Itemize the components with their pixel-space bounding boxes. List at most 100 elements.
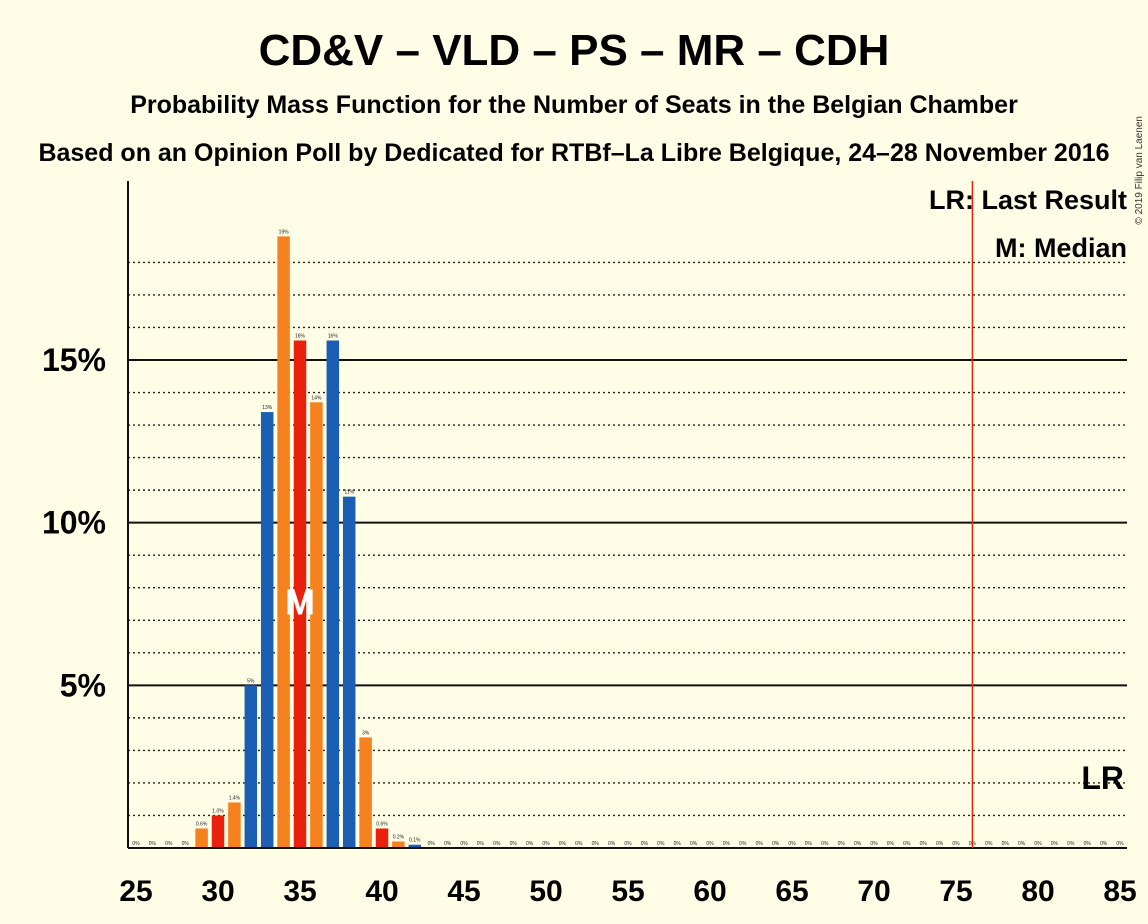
- bar-label-85: 0%: [1116, 841, 1124, 847]
- bar-label-34: 19%: [279, 229, 290, 235]
- y-tick-label: 10%: [42, 505, 106, 541]
- bar-label-79: 0%: [1018, 841, 1026, 847]
- bar-label-26: 0%: [149, 841, 157, 847]
- x-tick-label: 50: [529, 875, 562, 908]
- bar-label-72: 0%: [903, 841, 911, 847]
- bar-label-60: 0%: [706, 841, 714, 847]
- bar-37: [326, 340, 340, 848]
- legend-last-result: LR: Last Result: [929, 185, 1127, 215]
- bar-label-61: 0%: [723, 841, 731, 847]
- bar-29: [195, 828, 208, 848]
- bar-label-30: 1.0%: [212, 808, 224, 814]
- bar-label-78: 0%: [1002, 841, 1010, 847]
- bar-label-53: 0%: [592, 841, 600, 847]
- bar-label-54: 0%: [608, 841, 616, 847]
- bar-labels: 0% 0% 0% 0% 0.6% 1.0% 1.4% 5% 13% 19% 16% 14% 16% 11%…: [132, 229, 1124, 847]
- bar-label-46: 0%: [477, 841, 485, 847]
- bar-label-67: 0%: [821, 841, 829, 847]
- bar-label-43: 0%: [428, 841, 436, 847]
- bar-label-25: 0%: [132, 841, 140, 847]
- x-tick-label: 70: [857, 875, 890, 908]
- bar-label-49: 0%: [526, 841, 534, 847]
- bar-label-71: 0%: [887, 841, 895, 847]
- chart-subtitle-source: Based on an Opinion Poll by Dedicated fo…: [38, 139, 1109, 167]
- bar-42: [408, 844, 422, 848]
- bar-label-50: 0%: [542, 841, 550, 847]
- bar-label-40: 0.6%: [376, 821, 388, 827]
- bar-label-42: 0.1%: [409, 838, 421, 844]
- bar-label-44: 0%: [444, 841, 452, 847]
- bar-label-57: 0%: [657, 841, 665, 847]
- bar-label-63: 0%: [756, 841, 764, 847]
- bar-33: [260, 412, 274, 848]
- x-tick-label: 55: [611, 875, 644, 908]
- bar-label-29: 0.6%: [196, 821, 208, 827]
- bar-label-52: 0%: [575, 841, 583, 847]
- bar-41: [392, 841, 405, 848]
- bar-label-77: 0%: [985, 841, 993, 847]
- bar-label-59: 0%: [690, 841, 698, 847]
- bar-label-41: 0.2%: [393, 834, 405, 840]
- last-result-marker: LR: [1081, 760, 1124, 796]
- median-marker: M: [285, 582, 315, 623]
- bar-label-74: 0%: [936, 841, 944, 847]
- x-tick-label: 85: [1103, 875, 1136, 908]
- bar-label-82: 0%: [1067, 841, 1075, 847]
- chart-subtitle: Probability Mass Function for the Number…: [130, 91, 1018, 119]
- bar-label-65: 0%: [788, 841, 796, 847]
- copyright-note: © 2019 Filip van Laenen: [1134, 116, 1145, 225]
- bar-label-70: 0%: [870, 841, 878, 847]
- bar-label-84: 0%: [1100, 841, 1108, 847]
- bar-label-62: 0%: [739, 841, 747, 847]
- x-tick-label: 40: [365, 875, 398, 908]
- x-tick-labels: 25 30 35 40 45 50 55 60 65 70 75 80 85: [119, 875, 1136, 908]
- bar-label-55: 0%: [624, 841, 632, 847]
- bar-label-38: 11%: [344, 490, 354, 496]
- x-tick-label: 25: [119, 875, 152, 908]
- bar-label-37: 16%: [328, 333, 339, 339]
- bar-label-48: 0%: [510, 841, 518, 847]
- bar-label-31: 1.4%: [229, 795, 241, 801]
- x-tick-label: 45: [447, 875, 480, 908]
- x-tick-label: 65: [775, 875, 808, 908]
- x-tick-label: 75: [939, 875, 972, 908]
- bar-35: [293, 340, 307, 848]
- chart-title: CD&V – VLD – PS – MR – CDH: [259, 26, 890, 75]
- bar-label-32: 5%: [247, 678, 255, 684]
- bar-label-68: 0%: [838, 841, 846, 847]
- bar-label-66: 0%: [805, 841, 813, 847]
- bar-30: [211, 815, 225, 848]
- x-tick-label: 60: [693, 875, 726, 908]
- bar-31: [228, 802, 241, 848]
- x-tick-label: 80: [1021, 875, 1054, 908]
- legend-median: M: Median: [995, 233, 1127, 263]
- bar-label-33: 13%: [262, 405, 273, 411]
- bar-label-64: 0%: [772, 841, 780, 847]
- bar-36: [310, 402, 323, 848]
- bar-label-56: 0%: [641, 841, 649, 847]
- y-tick-label: 5%: [60, 667, 106, 703]
- bar-32: [244, 685, 258, 848]
- bar-38: [342, 496, 356, 848]
- bar-label-73: 0%: [920, 841, 928, 847]
- bar-label-69: 0%: [854, 841, 862, 847]
- bar-39: [359, 737, 372, 848]
- bar-label-47: 0%: [493, 841, 501, 847]
- bar-label-35: 16%: [295, 333, 306, 339]
- bar-label-80: 0%: [1034, 841, 1042, 847]
- bar-label-75: 0%: [952, 841, 960, 847]
- axes: [127, 181, 1127, 849]
- bar-label-51: 0%: [559, 841, 567, 847]
- x-tick-label: 30: [201, 875, 234, 908]
- bar-label-81: 0%: [1051, 841, 1059, 847]
- bar-label-39: 3%: [362, 730, 370, 736]
- bar-label-83: 0%: [1084, 841, 1092, 847]
- bar-label-28: 0%: [182, 841, 190, 847]
- bar-label-36: 14%: [311, 395, 322, 401]
- bar-34: [277, 236, 290, 848]
- bar-label-27: 0%: [165, 841, 173, 847]
- bar-label-58: 0%: [674, 841, 682, 847]
- bar-label-45: 0%: [460, 841, 468, 847]
- bar-40: [375, 828, 389, 848]
